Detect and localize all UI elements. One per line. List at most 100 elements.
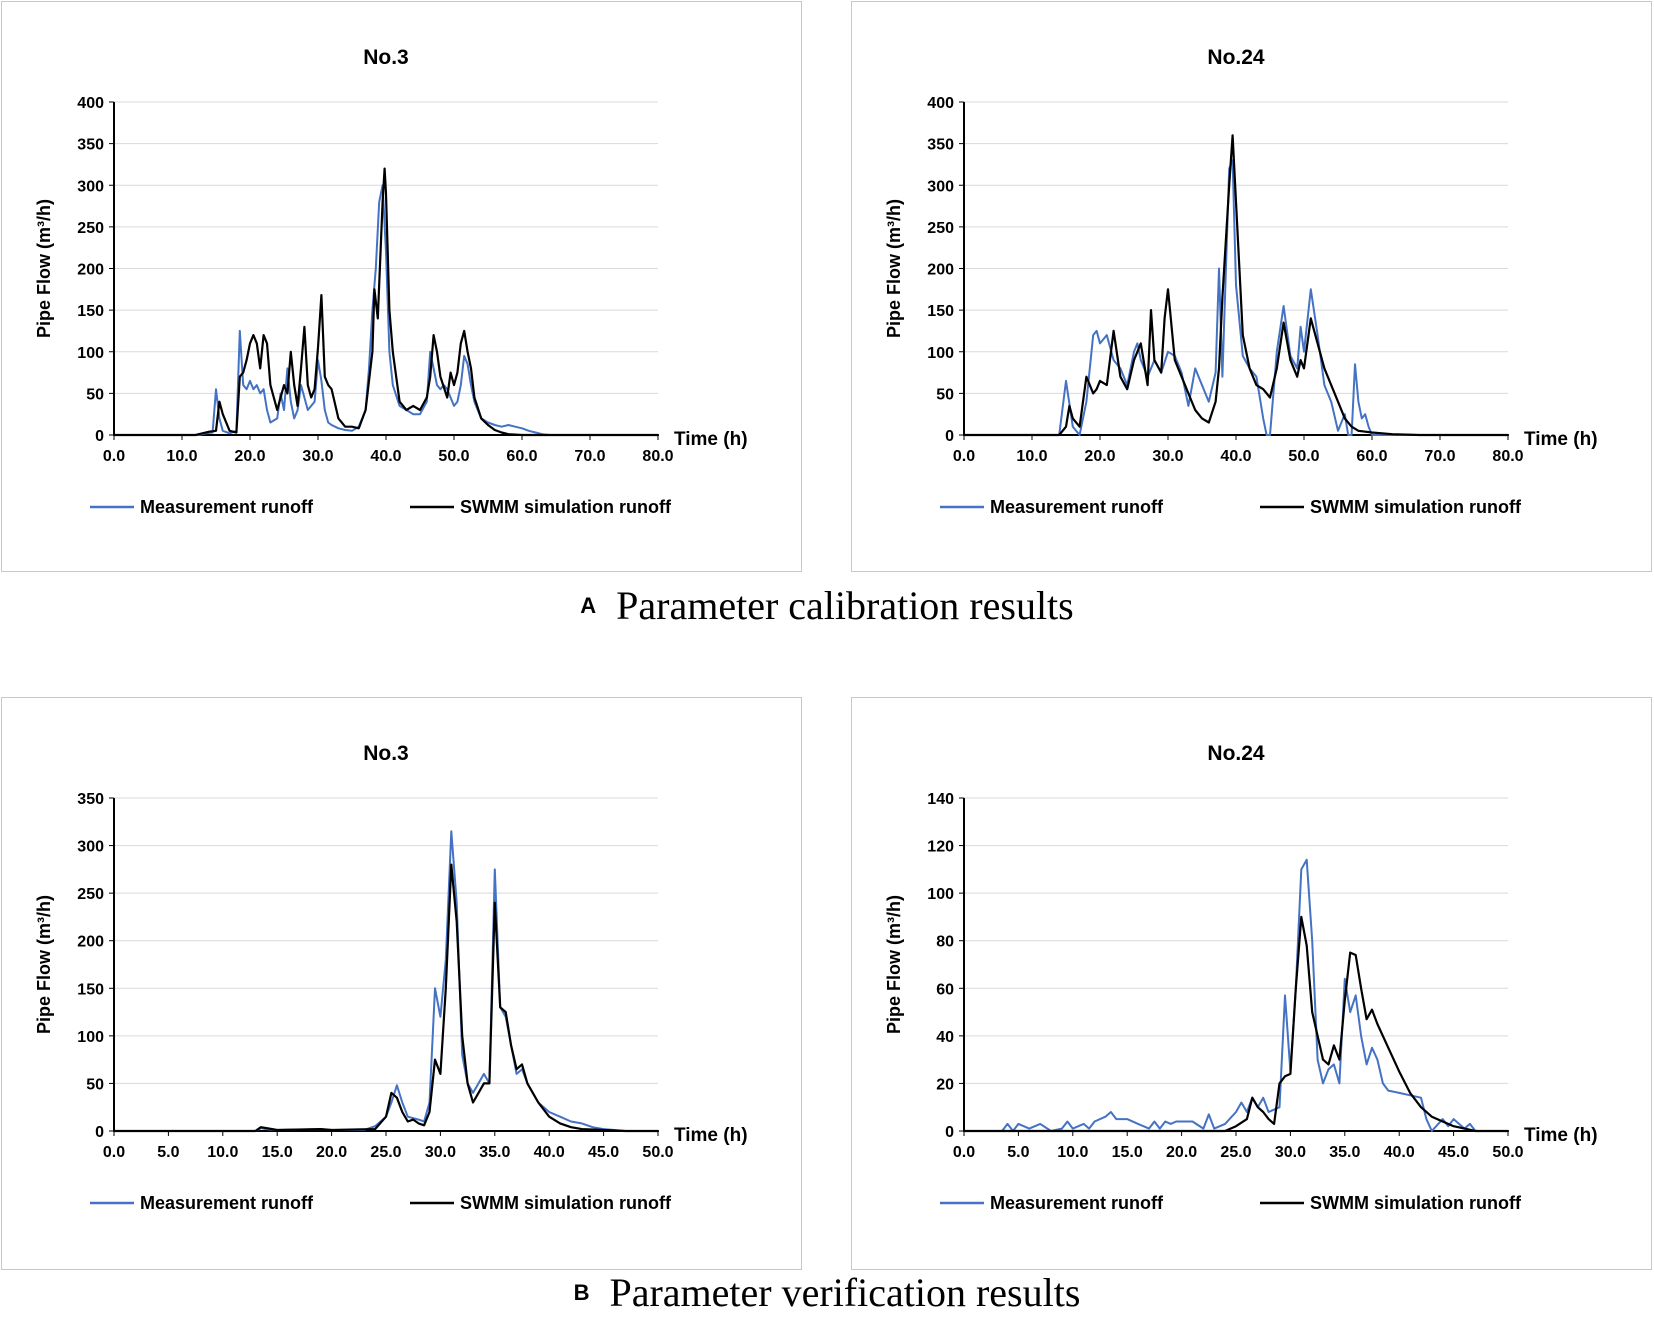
x-tick-label: 0.0	[103, 448, 125, 465]
y-tick-label: 250	[77, 886, 104, 903]
y-tick-label: 150	[77, 981, 104, 998]
x-tick-label: 25.0	[1220, 1144, 1251, 1161]
legend-label-simulated: SWMM simulation runoff	[1310, 1193, 1522, 1213]
caption-b-text: Parameter verification results	[609, 1270, 1081, 1315]
y-tick-label: 300	[77, 178, 104, 195]
y-tick-label: 100	[927, 886, 954, 903]
chart-panel-b-no24: No.24 0 20 40 60 80 100 120 140 0.0 5.0 10.0 15.0 20.…	[851, 697, 1652, 1270]
x-tick-label: 15.0	[262, 1144, 293, 1161]
y-tick-label: 100	[77, 1029, 104, 1046]
x-axis-label: Time (h)	[674, 429, 748, 450]
x-axis-label: Time (h)	[674, 1125, 748, 1146]
legend-label-measured: Measurement runoff	[990, 1193, 1164, 1213]
chart-panel-a-no24: No.24 0 50 100 150 200 250 300 350 400 0.0 10.0 20.0…	[851, 1, 1652, 572]
y-axis-label: Pipe Flow (m³/h)	[884, 199, 904, 338]
x-tick-label: 30.0	[1152, 448, 1183, 465]
x-tick-label: 40.0	[534, 1144, 565, 1161]
x-tick-label: 70.0	[1424, 448, 1455, 465]
x-tick-label: 20.0	[1084, 448, 1115, 465]
x-axis-label: Time (h)	[1524, 429, 1598, 450]
y-tick-label: 150	[927, 303, 954, 320]
x-tick-label: 60.0	[1356, 448, 1387, 465]
y-tick-label: 100	[927, 345, 954, 362]
x-tick-label: 30.0	[302, 448, 333, 465]
x-tick-label: 80.0	[642, 448, 673, 465]
y-tick-label: 400	[927, 95, 954, 112]
x-tick-label: 0.0	[953, 448, 975, 465]
y-tick-label: 0	[95, 1124, 104, 1141]
series-line-measured	[963, 858, 1509, 1132]
x-tick-label: 40.0	[370, 448, 401, 465]
chart-b-no3: No.3 0 50 100 150 200 250 300 350 0.0 5.0 10.0 15.0 2…	[34, 742, 748, 1213]
y-tick-label: 50	[936, 386, 954, 403]
chart-a-no3: No.3 0 50 100 150 200 250 300 350 400 0.0 10.0 20.0 3…	[34, 46, 748, 517]
x-tick-label: 30.0	[425, 1144, 456, 1161]
caption-b: B Parameter verification results	[0, 1269, 1654, 1316]
x-tick-label: 50.0	[1288, 448, 1319, 465]
y-tick-label: 300	[927, 178, 954, 195]
x-tick-label: 30.0	[1275, 1144, 1306, 1161]
x-tick-label: 60.0	[506, 448, 537, 465]
legend-label-measured: Measurement runoff	[990, 497, 1164, 517]
y-axis-label: Pipe Flow (m³/h)	[34, 199, 54, 338]
legend-label-measured: Measurement runoff	[140, 497, 314, 517]
y-tick-label: 120	[927, 839, 954, 856]
chart-a-no24: No.24 0 50 100 150 200 250 300 350 400 0.0 10.0 20.0…	[884, 46, 1598, 517]
x-tick-label: 50.0	[642, 1144, 673, 1161]
x-tick-label: 20.0	[316, 1144, 347, 1161]
series-line-simulated	[112, 863, 660, 1133]
x-tick-label: 35.0	[1329, 1144, 1360, 1161]
y-tick-label: 400	[77, 95, 104, 112]
series-line-simulated	[962, 134, 1510, 437]
series-line-simulated	[112, 167, 660, 437]
x-tick-label: 20.0	[234, 448, 265, 465]
y-tick-label: 50	[86, 1076, 104, 1093]
y-tick-label: 50	[86, 386, 104, 403]
legend-label-simulated: SWMM simulation runoff	[1310, 497, 1522, 517]
x-axis-label: Time (h)	[1524, 1125, 1598, 1146]
y-tick-label: 250	[77, 220, 104, 237]
chart-panel-a-no3: No.3 0 50 100 150 200 250 300 350 400 0.0 10.0 20.0 3…	[1, 1, 802, 572]
y-axis-label: Pipe Flow (m³/h)	[34, 895, 54, 1034]
x-tick-label: 5.0	[1007, 1144, 1029, 1161]
x-tick-label: 35.0	[479, 1144, 510, 1161]
x-tick-label: 40.0	[1220, 448, 1251, 465]
x-tick-label: 25.0	[370, 1144, 401, 1161]
legend-label-simulated: SWMM simulation runoff	[460, 1193, 672, 1213]
x-tick-label: 10.0	[166, 448, 197, 465]
caption-b-letter: B	[573, 1279, 590, 1305]
x-tick-label: 0.0	[103, 1144, 125, 1161]
x-tick-label: 10.0	[207, 1144, 238, 1161]
y-tick-label: 140	[927, 791, 954, 808]
x-tick-label: 45.0	[1438, 1144, 1469, 1161]
legend-label-simulated: SWMM simulation runoff	[460, 497, 672, 517]
caption-a-letter: A	[580, 592, 597, 618]
y-tick-label: 350	[77, 791, 104, 808]
x-tick-label: 50.0	[1492, 1144, 1523, 1161]
y-tick-label: 200	[927, 262, 954, 279]
x-tick-label: 20.0	[1166, 1144, 1197, 1161]
y-tick-label: 350	[927, 137, 954, 154]
y-tick-label: 0	[95, 428, 104, 445]
x-tick-label: 15.0	[1112, 1144, 1143, 1161]
caption-a-text: Parameter calibration results	[616, 583, 1074, 628]
y-tick-label: 200	[77, 934, 104, 951]
y-tick-label: 20	[936, 1076, 954, 1093]
legend-label-measured: Measurement runoff	[140, 1193, 314, 1213]
y-tick-label: 0	[945, 428, 954, 445]
chart-panel-b-no3: No.3 0 50 100 150 200 250 300 350 0.0 5.0 10.0 15.0 2…	[1, 697, 802, 1270]
x-tick-label: 70.0	[574, 448, 605, 465]
x-tick-label: 50.0	[438, 448, 469, 465]
chart-title: No.3	[363, 742, 409, 765]
y-tick-label: 350	[77, 137, 104, 154]
y-tick-label: 300	[77, 839, 104, 856]
y-tick-label: 150	[77, 303, 104, 320]
chart-title: No.3	[363, 46, 409, 69]
y-tick-label: 60	[936, 981, 954, 998]
y-tick-label: 80	[936, 934, 954, 951]
x-tick-label: 5.0	[157, 1144, 179, 1161]
y-axis-label: Pipe Flow (m³/h)	[884, 895, 904, 1034]
x-tick-label: 45.0	[588, 1144, 619, 1161]
caption-a: A Parameter calibration results	[0, 582, 1654, 629]
chart-title: No.24	[1207, 46, 1265, 69]
